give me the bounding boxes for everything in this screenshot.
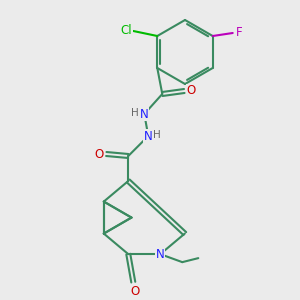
Text: H: H — [131, 108, 139, 118]
Text: O: O — [131, 285, 140, 298]
Text: F: F — [236, 26, 242, 40]
Text: N: N — [144, 130, 153, 142]
Text: O: O — [95, 148, 104, 160]
Text: H: H — [153, 130, 161, 140]
Text: N: N — [156, 248, 165, 261]
Text: N: N — [140, 107, 149, 121]
Text: Cl: Cl — [121, 23, 132, 37]
Text: O: O — [187, 85, 196, 98]
